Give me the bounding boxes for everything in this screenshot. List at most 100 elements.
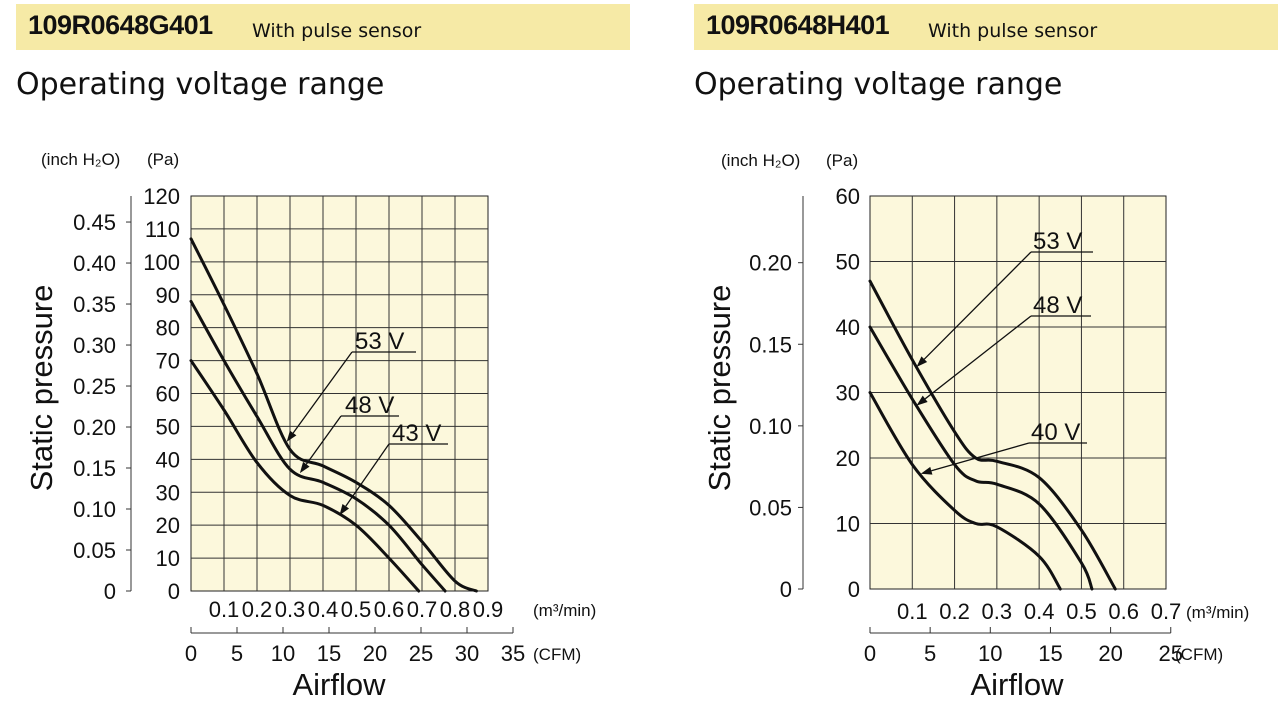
x-tick-label-m3: 0.1 [897,599,928,624]
y-tick-label-pa: 30 [836,381,860,406]
x-tick-label-cfm: 20 [363,641,387,666]
y-tick-label-pa: 20 [836,446,860,471]
y-tick-label-inch: 0.15 [73,456,116,481]
chart-subtitle: Operating voltage range [694,67,1063,102]
label-leader-line [345,443,390,507]
y-axis-label: Static pressure [24,285,59,492]
x-tick-label-cfm: 15 [1038,641,1062,666]
series-label: 48 V [345,392,394,419]
y-tick-label-pa: 10 [156,546,180,571]
x-tick-label-m3: 0.7 [1151,599,1182,624]
model-description: With pulse sensor [928,20,1098,42]
y-tick-label-inch: 0.20 [73,415,116,440]
y-tick-label-pa: 30 [156,480,180,505]
y-tick-label-inch: 0.15 [749,332,792,357]
y-tick-label-pa: 50 [836,250,860,275]
y-tick-label-inch: 0.40 [73,251,116,276]
y-unit-pa: (Pa) [147,150,179,169]
x-unit-cfm: (CFM) [533,645,581,664]
label-arrowhead [286,430,297,442]
y-tick-label-inch: 0.25 [73,374,116,399]
x-unit-m3: (m³/min) [1186,603,1249,622]
x-tick-label-m3: 0.2 [939,599,970,624]
y-tick-label-inch: 0.30 [73,333,116,358]
y-tick-label-pa: 120 [143,184,180,209]
label-arrowhead [299,461,310,474]
y-tick-label-inch: 0.05 [73,538,116,563]
label-leader-line [931,442,1030,472]
y-tick-label-pa: 110 [145,217,180,242]
pq-chart-right: (inch H₂O) (Pa) Static pressure Airflow … [702,151,1249,701]
y-tick-label-pa: 10 [836,512,860,537]
y-tick-label-pa: 0 [848,577,860,602]
x-tick-label-m3: 0.8 [440,597,471,622]
y-unit-inch: (inch H₂O) [721,151,800,170]
x-tick-label-m3: 0.9 [473,597,504,622]
x-tick-label-m3: 0.3 [275,597,306,622]
y-tick-label-pa: 100 [143,250,180,275]
y-tick-label-pa: 80 [156,316,180,341]
series-label: 43 V [392,420,441,447]
y-tick-label-inch: 0.45 [73,210,116,235]
x-tick-label-cfm: 10 [978,641,1002,666]
y-tick-label-pa: 40 [156,447,180,472]
model-header-left: 109R0648G401 With pulse sensor [16,4,630,50]
x-unit-cfm: (CFM) [1175,645,1223,664]
series-label: 48 V [1033,292,1082,319]
y-tick-label-pa: 90 [156,283,180,308]
y-tick-label-inch: 0.10 [73,497,116,522]
label-arrowhead [920,466,933,475]
y-tick-label-inch: 0 [104,579,116,604]
y-tick-label-pa: 50 [156,414,180,439]
label-leader-line [923,251,1032,360]
x-tick-label-cfm: 20 [1098,641,1122,666]
series-line [189,299,447,593]
label-arrowhead [339,503,350,516]
x-tick-label-m3: 0.4 [1024,599,1055,624]
y-tick-label-inch: 0.35 [73,292,116,317]
y-tick-label-pa: 70 [156,349,180,374]
x-tick-label-m3: 0.6 [374,597,405,622]
x-tick-label-cfm: 5 [231,641,243,666]
model-number: 109R0648H401 [706,10,890,40]
series-line [868,325,1094,591]
y-tick-label-inch: 0.20 [749,251,792,276]
label-leader-line [305,415,342,465]
x-tick-label-m3: 0.2 [242,597,273,622]
x-tick-label-cfm: 25 [409,641,433,666]
model-number: 109R0648G401 [28,10,213,40]
label-leader-line [924,315,1032,400]
y-tick-label-pa: 40 [836,315,860,340]
y-unit-inch: (inch H₂O) [41,150,120,169]
y-tick-label-inch: 0.05 [749,495,792,520]
series-line [868,279,1117,591]
x-tick-label-cfm: 10 [271,641,295,666]
x-tick-label-m3: 0.3 [982,599,1013,624]
x-axis-label: Airflow [970,667,1064,701]
series-line [189,237,478,593]
y-unit-pa: (Pa) [826,151,858,170]
x-tick-label-cfm: 0 [185,641,197,666]
model-description: With pulse sensor [252,20,422,42]
x-tick-label-m3: 0.5 [1066,599,1097,624]
series-line [868,391,1062,591]
x-tick-label-m3: 0.5 [341,597,372,622]
x-tick-label-cfm: 0 [864,641,876,666]
x-unit-m3: (m³/min) [533,601,596,620]
x-tick-label-m3: 0.4 [308,597,339,622]
label-leader-line [292,351,353,434]
y-tick-label-pa: 20 [156,513,180,538]
y-axis-label: Static pressure [702,285,737,492]
label-arrowhead [916,395,928,406]
x-tick-label-cfm: 30 [455,641,479,666]
y-tick-label-pa: 60 [156,382,180,407]
pq-chart-left: (inch H₂O) (Pa) Static pressure Airflow … [24,150,596,701]
y-tick-label-inch: 0.10 [749,414,792,439]
y-tick-label-pa: 0 [168,579,180,604]
x-tick-label-cfm: 15 [317,641,341,666]
label-arrowhead [916,356,928,367]
x-tick-label-cfm: 25 [1159,641,1183,666]
y-tick-label-inch: 0 [780,577,792,602]
model-header-right: 109R0648H401 With pulse sensor [694,4,1278,50]
x-tick-label-m3: 0.6 [1108,599,1139,624]
